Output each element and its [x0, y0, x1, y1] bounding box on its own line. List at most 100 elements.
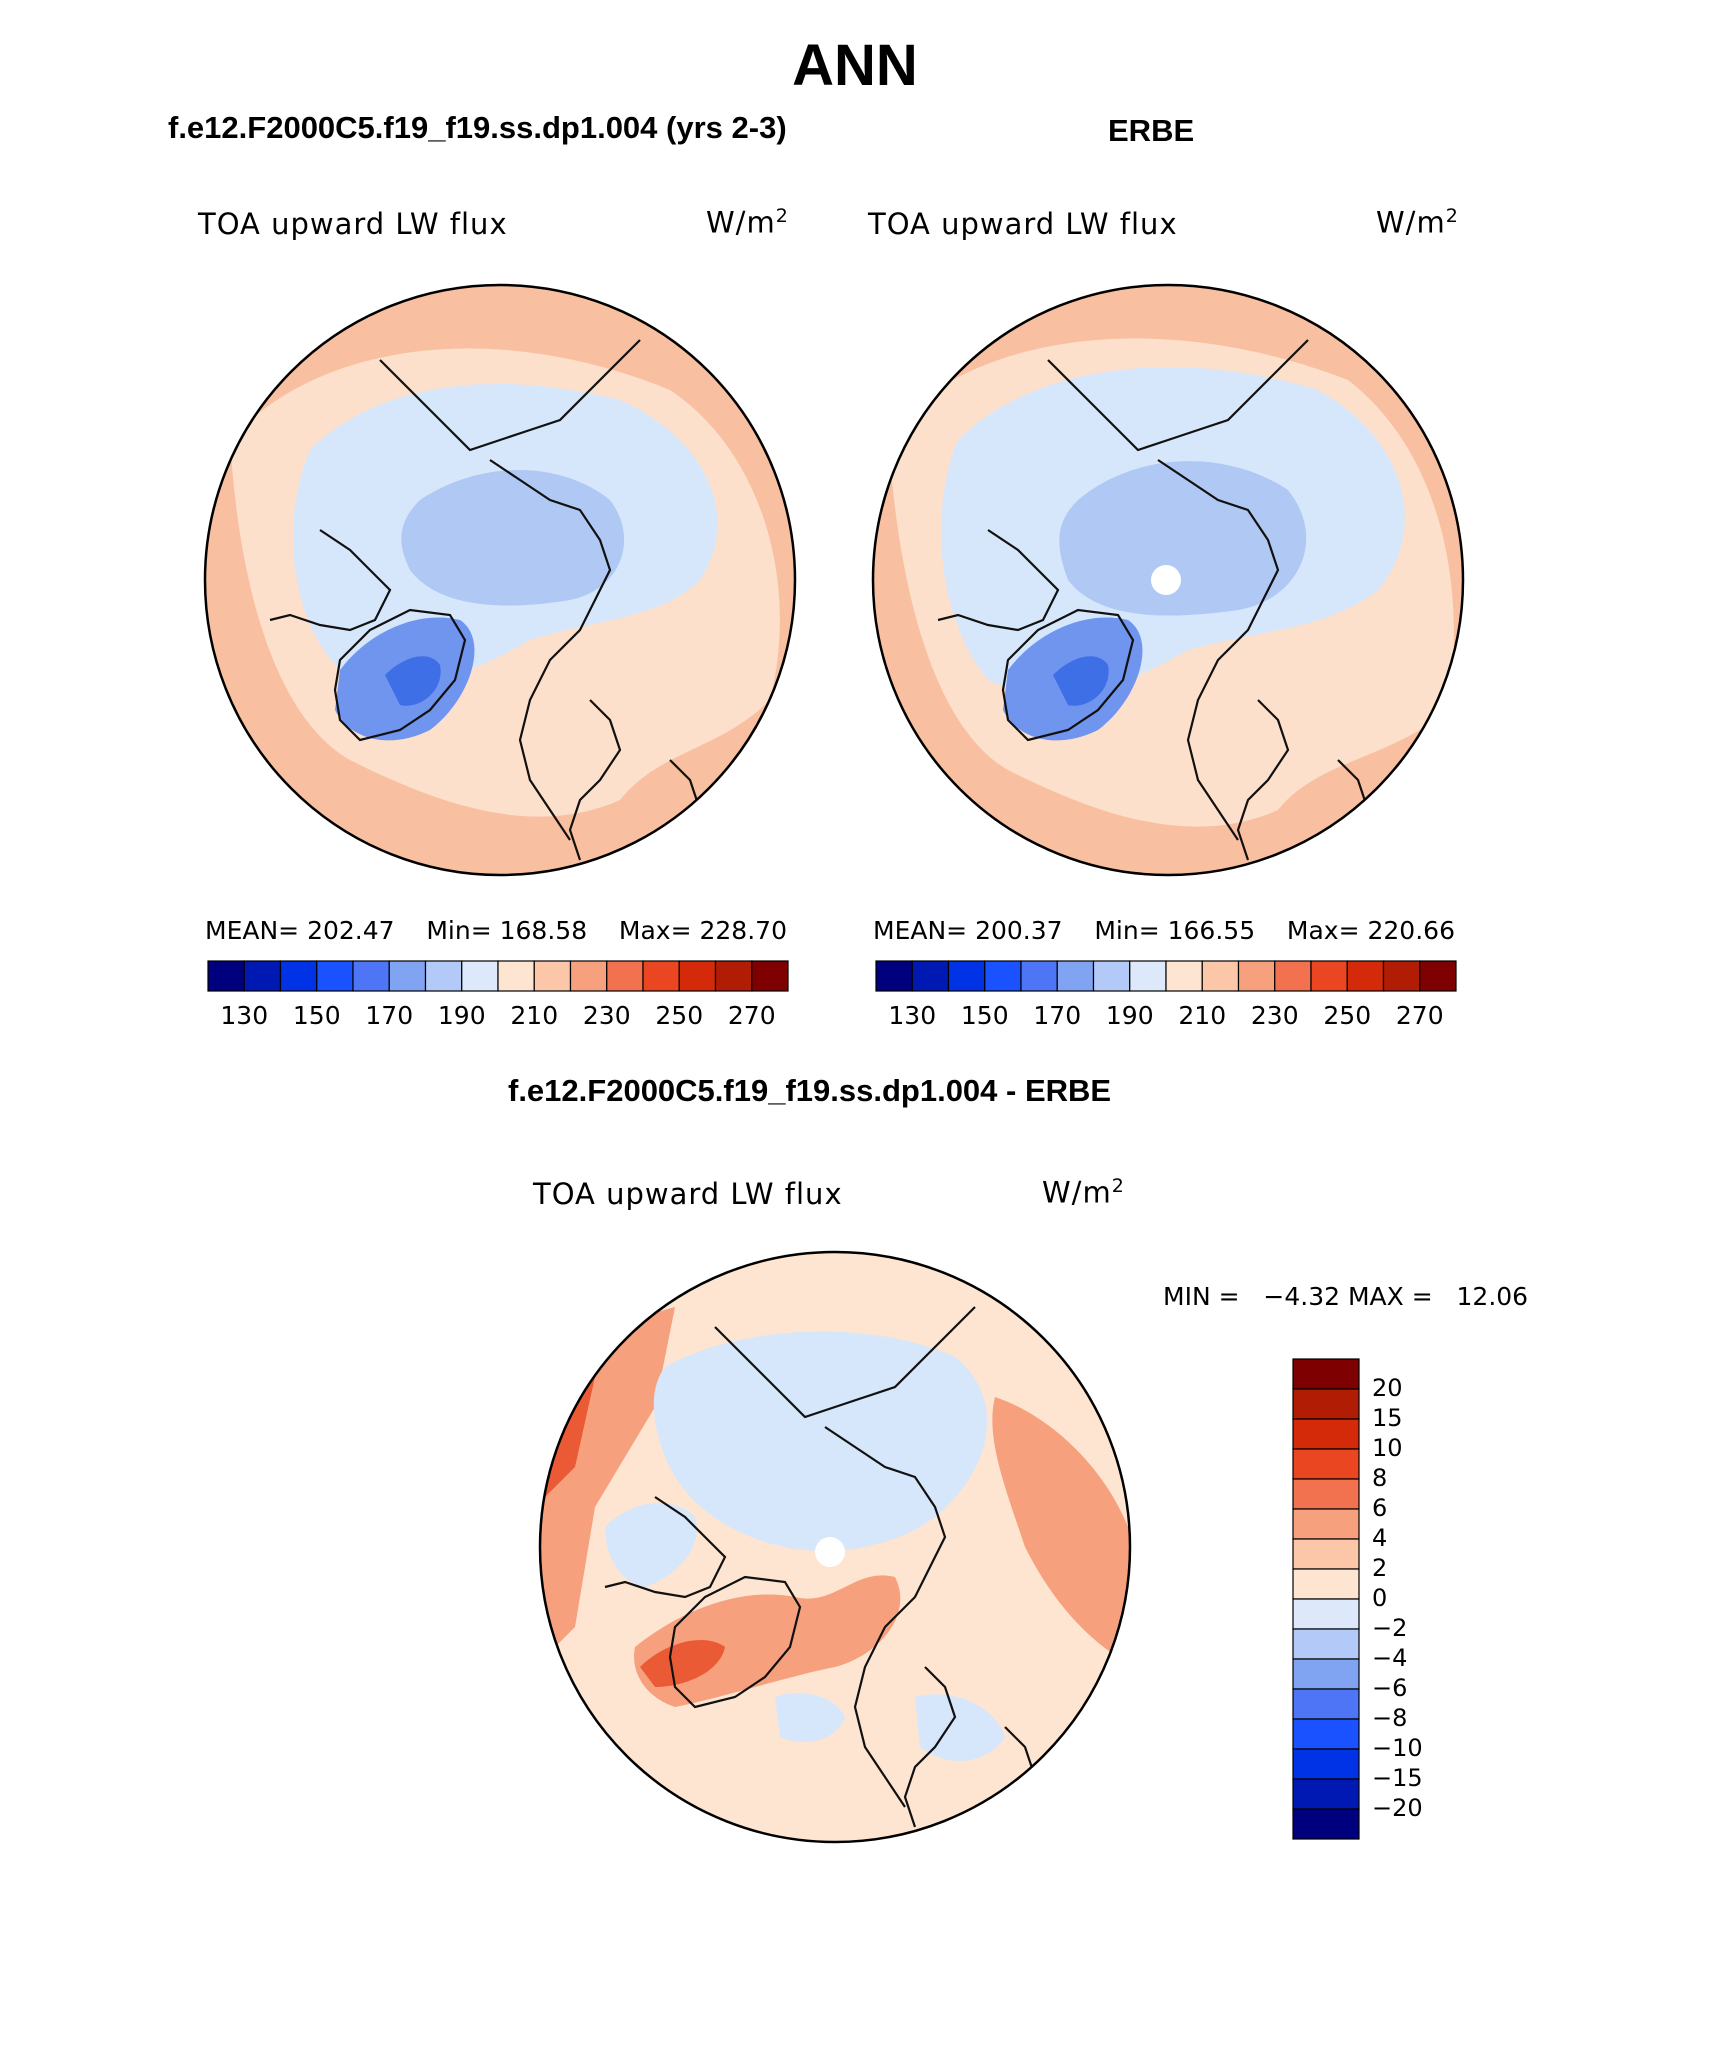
diff-colorbar-label: −2	[1372, 1614, 1408, 1642]
panel2-polar-map	[871, 283, 1465, 877]
panel1-colorbar-box-10	[569, 960, 608, 992]
diff-colorbar-box-10	[1292, 1658, 1360, 1690]
diff-colorbar-label: 2	[1372, 1554, 1388, 1582]
diff-colorbar-box-14	[1292, 1778, 1360, 1810]
panel1-colorbar	[207, 960, 789, 992]
panel1-polar-map	[203, 283, 797, 877]
panel2-coastlines	[937, 339, 1370, 861]
panel2-tick-label: 210	[1178, 1001, 1227, 1030]
panel2-tick-label: 190	[1105, 1001, 1154, 1030]
panel1-units: W/m2	[706, 205, 789, 240]
panel2-colorbar-box-8	[1165, 960, 1203, 992]
panel2-tick-label: 230	[1250, 1001, 1299, 1030]
panel1-colorbar-box-11	[606, 960, 644, 992]
panel2-tick-label: 270	[1395, 1001, 1444, 1030]
diff-colorbar-box-11	[1292, 1688, 1360, 1720]
panel2-colorbar-box-13	[1346, 960, 1385, 992]
panel2-colorbar-box-3	[984, 960, 1022, 992]
panel1-colorbar-box-9	[533, 960, 572, 992]
panel1-tick-label: 190	[437, 1001, 486, 1030]
diff-colorbar-box-15	[1292, 1808, 1360, 1840]
panel2-colorbar-box-12	[1310, 960, 1348, 992]
diff-colorbar-label: −6	[1372, 1674, 1408, 1702]
panel1-colorbar-box-15	[751, 960, 789, 992]
diff-colorbar-box-7	[1292, 1568, 1360, 1600]
panel2-colorbar-ticks: 130 150 170 190 210 230 250 270	[0, 1001, 1710, 1033]
diff-colorbar-box-5	[1292, 1508, 1360, 1540]
diff-colorbar-box-3	[1292, 1448, 1360, 1480]
panel1-tick-label: 150	[292, 1001, 341, 1030]
diff-colorbar-label: 15	[1372, 1404, 1403, 1432]
diff-colorbar-box-12	[1292, 1718, 1360, 1750]
panel2-stats: MEAN= 200.37 Min= 166.55 Max= 220.66	[873, 916, 1455, 945]
panel1-colorbar-box-2	[279, 960, 318, 992]
panel1-colorbar-box-3	[316, 960, 354, 992]
panel-caption-obs: ERBE	[1108, 113, 1195, 148]
panel2-colorbar-box-5	[1056, 960, 1095, 992]
panel1-colorbar-box-5	[388, 960, 427, 992]
diff-colorbar-box-9	[1292, 1628, 1360, 1660]
panel1-colorbar-box-0	[207, 960, 245, 992]
diff-colorbar-box-0	[1292, 1358, 1360, 1390]
panel2-colorbar-box-14	[1382, 960, 1421, 992]
panel1-colorbar-box-14	[714, 960, 753, 992]
diff-colorbar-label: 8	[1372, 1464, 1388, 1492]
panel1-colorbar-box-12	[642, 960, 680, 992]
diff-colorbar-box-13	[1292, 1748, 1360, 1780]
panel2-colorbar-box-4	[1020, 960, 1058, 992]
panel2-colorbar-box-11	[1274, 960, 1312, 992]
diff-colorbar	[1292, 1358, 1360, 1840]
panel1-tick-label: 170	[365, 1001, 414, 1030]
diff-colorbar-box-2	[1292, 1418, 1360, 1450]
diff-units: W/m2	[1042, 1175, 1125, 1210]
panel1-tick-label: 270	[727, 1001, 776, 1030]
panel2-colorbar-box-9	[1201, 960, 1240, 992]
panel2-tick-label: 150	[960, 1001, 1009, 1030]
panel2-colorbar-box-7	[1129, 960, 1167, 992]
diff-field-title: TOA upward LW flux	[533, 1177, 843, 1211]
diff-colorbar-label: 4	[1372, 1524, 1388, 1552]
diff-colorbar-box-1	[1292, 1388, 1360, 1420]
diff-colorbar-label: −10	[1372, 1734, 1423, 1762]
panel1-stats: MEAN= 202.47 Min= 168.58 Max= 228.70	[205, 916, 787, 945]
panel2-field-title: TOA upward LW flux	[868, 207, 1178, 241]
diff-polar-map	[538, 1250, 1132, 1844]
diff-colorbar-label: −8	[1372, 1704, 1408, 1732]
panel2-colorbar	[875, 960, 1457, 992]
panel2-colorbar-box-1	[911, 960, 950, 992]
diff-colorbar-box-6	[1292, 1538, 1360, 1570]
diff-colorbar-box-4	[1292, 1478, 1360, 1510]
diff-colorbar-label: −20	[1372, 1794, 1423, 1822]
diff-colorbar-label: −4	[1372, 1644, 1408, 1672]
diff-panel-caption: f.e12.F2000C5.f19_f19.ss.dp1.004 - ERBE	[508, 1073, 1112, 1108]
panel2-colorbar-box-2	[947, 960, 986, 992]
figure-title: ANN	[792, 33, 918, 98]
diff-colorbar-label: 10	[1372, 1434, 1403, 1462]
panel1-colorbar-box-1	[243, 960, 282, 992]
panel1-coastlines	[269, 339, 702, 861]
panel2-tick-label: 250	[1323, 1001, 1372, 1030]
panel2-units: W/m2	[1376, 205, 1459, 240]
panel-caption-model: f.e12.F2000C5.f19_f19.ss.dp1.004 (yrs 2-…	[168, 110, 787, 145]
diff-colorbar-label: −15	[1372, 1764, 1423, 1792]
diff-colorbar-label: 6	[1372, 1494, 1388, 1522]
panel1-tick-label: 210	[510, 1001, 559, 1030]
panel1-colorbar-box-13	[678, 960, 717, 992]
panel2-tick-label: 130	[888, 1001, 937, 1030]
panel1-tick-label: 230	[582, 1001, 631, 1030]
panel1-colorbar-ticks: 130 150 170 190 210 230 250 270	[0, 1001, 1710, 1033]
diff-min-max: MIN = −4.32 MAX = 12.06	[1163, 1282, 1529, 1311]
panel2-colorbar-box-15	[1419, 960, 1457, 992]
panel2-colorbar-box-0	[875, 960, 913, 992]
panel1-field-title: TOA upward LW flux	[198, 207, 508, 241]
panel1-colorbar-box-4	[352, 960, 390, 992]
panel1-tick-label: 250	[655, 1001, 704, 1030]
panel1-tick-label: 130	[220, 1001, 269, 1030]
panel2-colorbar-box-10	[1237, 960, 1276, 992]
panel1-colorbar-box-8	[497, 960, 535, 992]
diff-colorbar-label: 0	[1372, 1584, 1388, 1612]
panel1-colorbar-box-6	[424, 960, 463, 992]
diff-colorbar-box-8	[1292, 1598, 1360, 1630]
panel2-colorbar-box-6	[1092, 960, 1131, 992]
diff-colorbar-label: 20	[1372, 1374, 1403, 1402]
